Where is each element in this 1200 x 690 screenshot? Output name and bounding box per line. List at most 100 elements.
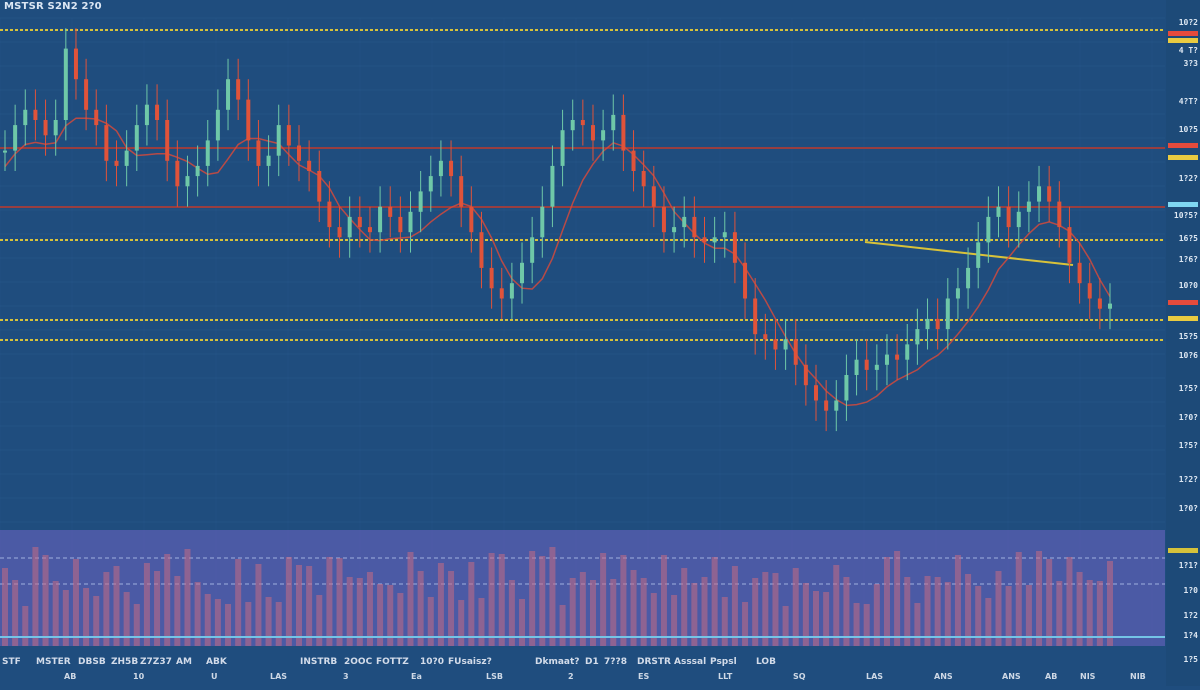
volume-bar xyxy=(1086,580,1093,646)
volume-bar xyxy=(326,557,333,646)
candle-body xyxy=(367,227,372,233)
candle-body xyxy=(864,359,869,370)
footer-label: ABK xyxy=(206,657,227,667)
price-label: 10?0 xyxy=(1178,281,1198,290)
volume-bar xyxy=(640,578,647,646)
volume-bar xyxy=(295,565,302,646)
candle-body xyxy=(256,140,261,166)
volume-bar xyxy=(255,564,262,646)
candle-body xyxy=(195,165,200,177)
footer-label: Pspsl xyxy=(710,657,737,667)
candle-body xyxy=(763,334,768,340)
candle-body xyxy=(408,211,413,233)
candle-body xyxy=(783,339,788,350)
candle-body xyxy=(905,344,910,360)
volume-bar xyxy=(894,551,901,646)
candle-body xyxy=(175,160,180,187)
candle-body xyxy=(976,242,981,268)
chart-title: MSTSR S2N2 2?0 xyxy=(4,1,102,12)
volume-bar xyxy=(559,605,566,646)
candle-body xyxy=(104,125,109,161)
volume-bar xyxy=(397,593,404,646)
volume-bar xyxy=(762,572,769,646)
volume-bar xyxy=(225,604,232,646)
volume-bar xyxy=(427,597,434,646)
volume-bar xyxy=(944,582,951,646)
candle-body xyxy=(1037,186,1042,202)
candle-body xyxy=(692,216,697,238)
candle-body xyxy=(1026,201,1031,212)
candle-body xyxy=(915,329,920,345)
candle-body xyxy=(712,237,717,243)
candle-body xyxy=(793,339,798,365)
volume-bar xyxy=(336,558,343,646)
candle-body xyxy=(236,79,241,100)
trend-line xyxy=(864,241,1074,266)
price-marker xyxy=(1168,300,1198,305)
candle-body xyxy=(641,171,646,187)
volume-bar xyxy=(985,598,992,646)
candle-body xyxy=(560,130,565,166)
candle-body xyxy=(834,400,839,411)
candle-body xyxy=(317,171,322,202)
candle-body xyxy=(43,120,48,136)
candle-body xyxy=(895,354,900,360)
candle-body xyxy=(570,120,575,131)
x-tick-label: ANS xyxy=(1002,672,1021,681)
candle-body xyxy=(327,201,332,228)
candle-body xyxy=(814,385,819,401)
footer-label: Dkmaat? xyxy=(535,657,580,667)
price-label: 3?3 xyxy=(1183,59,1198,68)
volume-bar xyxy=(306,566,313,646)
candle-body xyxy=(134,125,139,151)
volume-bar xyxy=(792,568,799,646)
candle-body xyxy=(94,109,99,126)
volume-bar xyxy=(934,577,941,646)
price-axis: 10?2 4 T? 3?3 4?T? 10?5 1?2? 10?5? 16?5 … xyxy=(1166,0,1200,686)
volume-bar xyxy=(123,592,130,646)
volume-bar xyxy=(1005,586,1012,646)
price-label: 1?5? xyxy=(1178,384,1198,393)
candle-body xyxy=(428,176,433,192)
candle-body xyxy=(499,288,504,299)
price-label: 10?2 xyxy=(1178,18,1198,27)
x-tick-label: 3 xyxy=(343,672,349,681)
volume-bar xyxy=(275,602,282,646)
candle-body xyxy=(540,206,545,238)
price-label: 16?5 xyxy=(1178,234,1198,243)
candle-body xyxy=(753,298,758,335)
volume-bar xyxy=(742,602,749,646)
candle-body xyxy=(73,48,78,80)
footer-label: Z7Z37 xyxy=(140,657,172,667)
x-tick-label: LAS xyxy=(866,672,884,681)
x-tick-label: Ea xyxy=(411,672,422,681)
volume-bar xyxy=(72,559,79,646)
volume-bar xyxy=(1025,585,1032,646)
volume-bar xyxy=(83,588,90,646)
candle-body xyxy=(1108,303,1112,309)
candle-body xyxy=(286,125,291,146)
candle-body xyxy=(165,120,170,161)
volume-bar xyxy=(245,602,252,646)
price-label: 1?0 xyxy=(1183,586,1198,595)
volume-bar xyxy=(620,555,627,646)
volume-bar xyxy=(954,555,961,646)
price-label: 10?6 xyxy=(1178,351,1198,360)
volume-bar xyxy=(488,553,495,646)
volume-bar xyxy=(711,557,718,646)
candle-body xyxy=(398,216,403,233)
volume-bar xyxy=(1076,572,1083,646)
candle-body xyxy=(337,227,342,238)
volume-bar xyxy=(965,574,972,646)
price-label: 1?5 xyxy=(1183,655,1198,664)
volume-bar xyxy=(32,547,39,646)
candle-body xyxy=(266,155,271,166)
candle-body xyxy=(631,150,636,171)
candle-body xyxy=(347,216,352,238)
volume-bar xyxy=(873,584,880,646)
candle-body xyxy=(215,109,220,141)
candle-body xyxy=(925,318,930,330)
volume-bar xyxy=(437,563,444,646)
